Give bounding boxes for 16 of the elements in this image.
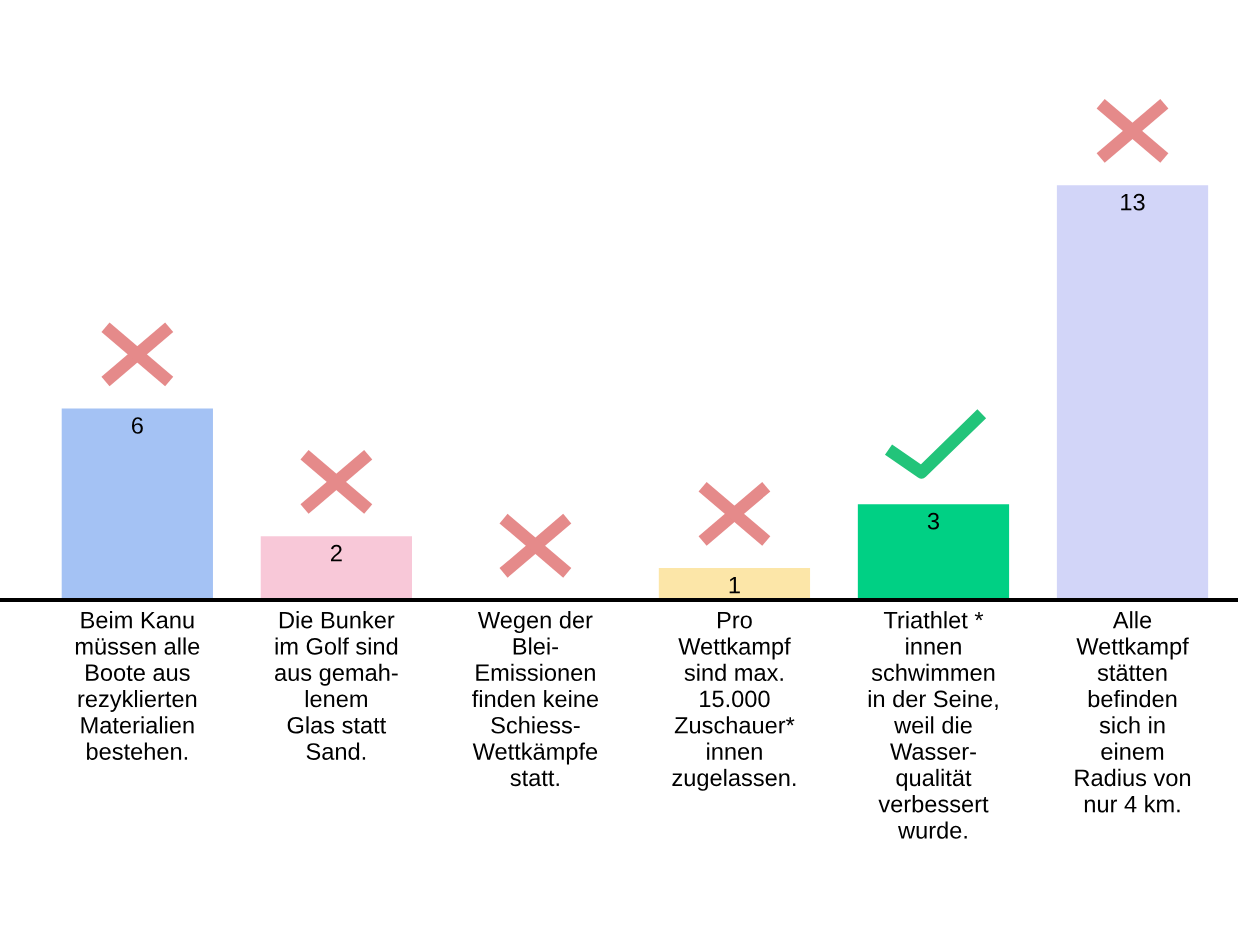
data-label: 1	[729, 576, 740, 594]
bar	[260, 536, 412, 600]
data-label: 13	[1121, 193, 1145, 211]
x-tick-label: Pro Wettkampf sind max. 15.000 Zuschauer* innen zugelassen.	[672, 611, 796, 791]
x-tick-label: Alle Wettkampf stätten befinden sich in einem Radius von nur 4 km.	[1075, 611, 1191, 813]
data-label: 6	[131, 417, 143, 434]
x-tick-label: Die Bunker im Golf sind aus gemah- lenem Glas statt Sand.	[275, 611, 398, 760]
data-label: 3	[927, 512, 939, 530]
bar	[1056, 185, 1209, 600]
bar	[61, 408, 213, 600]
category-label: Triathlet * innen schwimmen in der Seine, weil die Wasser- qualität verbessert wurde.	[868, 611, 998, 839]
x-tick-label: Wegen der Blei- Emissionen finden keine Schiess- Wettkämpfe statt.	[472, 611, 599, 787]
bar	[658, 568, 811, 600]
x-tick-label: Beim Kanu müssen alle Boote aus rezyklierten Materialien bestehen.	[75, 611, 200, 760]
bar	[857, 504, 1010, 600]
data-label: 2	[330, 544, 342, 562]
